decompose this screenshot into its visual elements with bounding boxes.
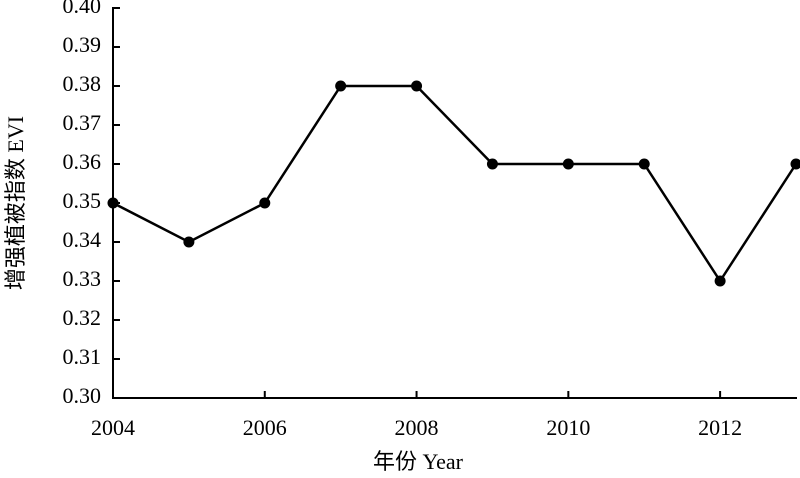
y-tick-label: 0.36 [63, 149, 102, 174]
point [790, 158, 800, 170]
y-tick-label: 0.30 [63, 383, 102, 408]
y-tick-label: 0.39 [63, 32, 102, 57]
x-tick-label: 2012 [698, 415, 742, 440]
y-tick-label: 0.32 [63, 305, 102, 330]
x-axis-label: 年份 Year [373, 449, 464, 474]
point [411, 80, 423, 92]
point [107, 197, 119, 209]
line [112, 84, 798, 284]
y-tick-label: 0.33 [63, 266, 102, 291]
point [562, 158, 574, 170]
y-tick-label: 0.40 [63, 0, 102, 18]
y-tick-label: 0.37 [63, 110, 102, 135]
y-tick-label: 0.31 [63, 344, 102, 369]
y-tick-label: 0.34 [63, 227, 102, 252]
x-tick-label: 2004 [91, 415, 135, 440]
y-tick-label: 0.38 [63, 71, 102, 96]
y-axis-label: 增强植被指数 EVI [3, 116, 28, 290]
point [183, 236, 195, 248]
point [638, 158, 650, 170]
point [259, 197, 271, 209]
point [486, 158, 498, 170]
x-tick-label: 2008 [395, 415, 439, 440]
point [714, 275, 726, 287]
point [335, 80, 347, 92]
x-tick-label: 2006 [243, 415, 287, 440]
y-tick-label: 0.35 [63, 188, 102, 213]
x-tick-label: 2010 [546, 415, 590, 440]
